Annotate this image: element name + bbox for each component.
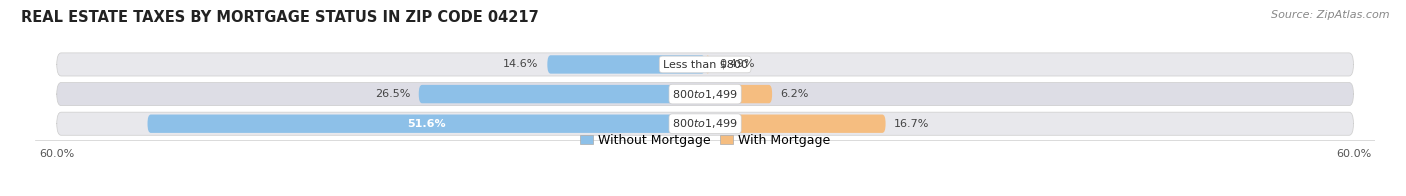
- Text: Source: ZipAtlas.com: Source: ZipAtlas.com: [1271, 10, 1389, 20]
- FancyBboxPatch shape: [547, 55, 704, 74]
- FancyBboxPatch shape: [56, 112, 1354, 135]
- FancyBboxPatch shape: [419, 85, 704, 103]
- FancyBboxPatch shape: [704, 114, 886, 133]
- FancyBboxPatch shape: [704, 55, 710, 74]
- Text: 0.49%: 0.49%: [718, 59, 755, 69]
- Text: 6.2%: 6.2%: [780, 89, 808, 99]
- Text: $800 to $1,499: $800 to $1,499: [672, 88, 738, 101]
- Legend: Without Mortgage, With Mortgage: Without Mortgage, With Mortgage: [581, 134, 830, 147]
- Text: 14.6%: 14.6%: [503, 59, 538, 69]
- FancyBboxPatch shape: [148, 114, 704, 133]
- FancyBboxPatch shape: [56, 83, 1354, 106]
- Text: $800 to $1,499: $800 to $1,499: [672, 117, 738, 130]
- FancyBboxPatch shape: [56, 53, 1354, 76]
- Text: REAL ESTATE TAXES BY MORTGAGE STATUS IN ZIP CODE 04217: REAL ESTATE TAXES BY MORTGAGE STATUS IN …: [21, 10, 538, 25]
- Text: 26.5%: 26.5%: [375, 89, 411, 99]
- Text: 51.6%: 51.6%: [406, 119, 446, 129]
- Text: Less than $800: Less than $800: [662, 59, 748, 69]
- Text: 16.7%: 16.7%: [894, 119, 929, 129]
- FancyBboxPatch shape: [704, 85, 772, 103]
